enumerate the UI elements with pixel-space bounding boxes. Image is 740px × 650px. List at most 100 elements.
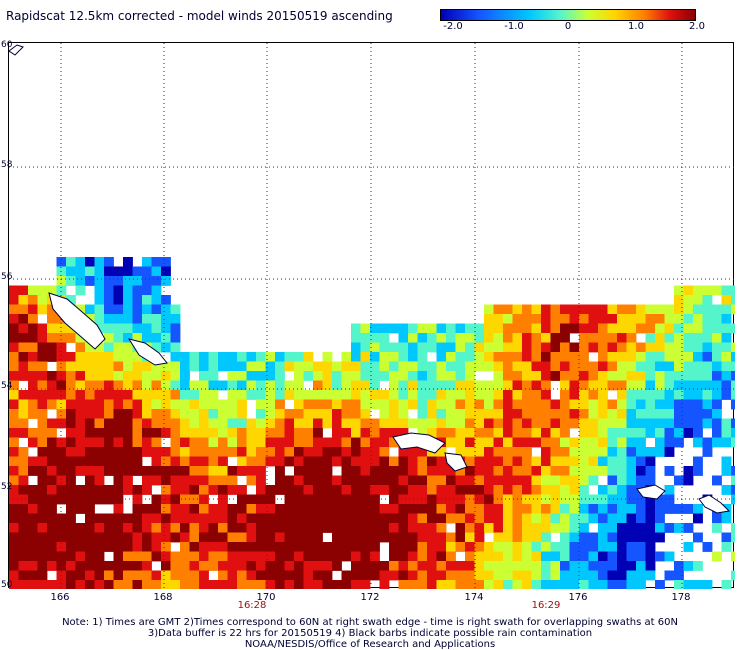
swath-cell — [598, 532, 608, 543]
swath-cell — [37, 561, 48, 571]
swath-cell — [474, 342, 485, 353]
swath-cell — [636, 418, 646, 429]
swath-cell — [702, 361, 713, 372]
swath-cell — [607, 570, 618, 581]
swath-cell — [180, 570, 190, 581]
swath-cell — [512, 323, 523, 334]
swath-cell — [18, 494, 29, 505]
swath-cell — [579, 333, 589, 343]
swath-cell — [151, 257, 162, 267]
swath-cell — [531, 437, 542, 448]
swath-cell — [142, 323, 152, 334]
swath-cell — [370, 523, 380, 533]
swath-cell — [560, 570, 570, 581]
swath-cell — [28, 285, 38, 296]
swath-cell — [275, 352, 285, 362]
swath-cell — [151, 399, 162, 410]
swath-cell — [18, 333, 29, 343]
swath-cell — [607, 314, 618, 324]
swath-cell — [607, 475, 618, 486]
swath-cell — [617, 380, 627, 391]
swath-cell — [132, 352, 143, 362]
swath-cell — [731, 532, 735, 543]
swath-cell — [503, 409, 513, 419]
swath-cell — [503, 447, 513, 457]
swath-cell — [246, 352, 257, 362]
swath-cell — [227, 399, 238, 410]
swath-cell — [37, 542, 48, 552]
swath-cell — [588, 561, 599, 571]
swath-cell — [85, 485, 95, 495]
swath-cell — [341, 447, 352, 457]
swath-cell — [541, 532, 551, 543]
swath-cell — [94, 295, 105, 305]
swath-cell — [170, 323, 181, 334]
swath-cell — [503, 323, 513, 334]
swath-cell — [151, 475, 162, 486]
swath-cell — [379, 523, 390, 533]
swath-cell — [436, 361, 447, 372]
swath-cell — [598, 314, 608, 324]
swath-cell — [303, 456, 314, 467]
swath-cell — [446, 352, 456, 362]
swath-cell — [66, 380, 76, 391]
swath-cell — [75, 523, 86, 533]
swath-cell — [56, 390, 67, 400]
swath-cell — [636, 466, 646, 476]
swath-cell — [417, 580, 428, 589]
swath-cell — [455, 361, 466, 372]
swath-cell — [303, 570, 314, 581]
swath-cell — [18, 504, 29, 514]
swath-cell — [474, 580, 485, 589]
swath-cell — [645, 390, 656, 400]
swath-cell — [28, 580, 38, 589]
swath-cell — [721, 542, 732, 552]
swath-cell — [655, 371, 665, 381]
swath-cell — [598, 428, 608, 438]
swath-cell — [408, 532, 418, 543]
swath-cell — [683, 428, 694, 438]
swath-cell — [493, 342, 504, 353]
swath-cell — [161, 523, 171, 533]
swath-cell — [218, 551, 228, 562]
swath-cell — [85, 466, 95, 476]
swath-cell — [47, 504, 57, 514]
swath-cell — [66, 523, 76, 533]
swath-cell — [237, 485, 247, 495]
swath-cell — [588, 361, 599, 372]
swath-cell — [37, 513, 48, 524]
swath-cell — [370, 437, 380, 448]
swath-cell — [104, 371, 114, 381]
swath-cell — [588, 570, 599, 581]
swath-cell — [522, 494, 532, 505]
swath-cell — [446, 323, 456, 334]
swath-cell — [655, 342, 665, 353]
swath-cell — [275, 456, 285, 467]
swath-cell — [379, 466, 390, 476]
swath-cell — [617, 437, 627, 448]
swath-cell — [569, 399, 580, 410]
swath-cell — [237, 437, 247, 448]
swath-cell — [189, 428, 200, 438]
swath-cell — [436, 542, 447, 552]
swath-cell — [265, 399, 276, 410]
swath-cell — [66, 333, 76, 343]
swath-cell — [28, 304, 38, 315]
swath-cell — [427, 513, 437, 524]
swath-cell — [341, 456, 352, 467]
swath-cell — [123, 437, 133, 448]
swath-cell — [246, 513, 257, 524]
swath-cell — [598, 333, 608, 343]
swath-cell — [303, 466, 314, 476]
swath-cell — [522, 418, 532, 429]
swath-cell — [446, 428, 456, 438]
swath-cell — [360, 447, 371, 457]
swath-cell — [94, 428, 105, 438]
swath-cell — [398, 380, 409, 391]
swath-cell — [503, 494, 513, 505]
swath-cell — [389, 342, 399, 353]
swath-cell — [721, 285, 732, 296]
swath-cell — [427, 475, 437, 486]
swath-cell — [683, 475, 694, 486]
swath-cell — [28, 352, 38, 362]
